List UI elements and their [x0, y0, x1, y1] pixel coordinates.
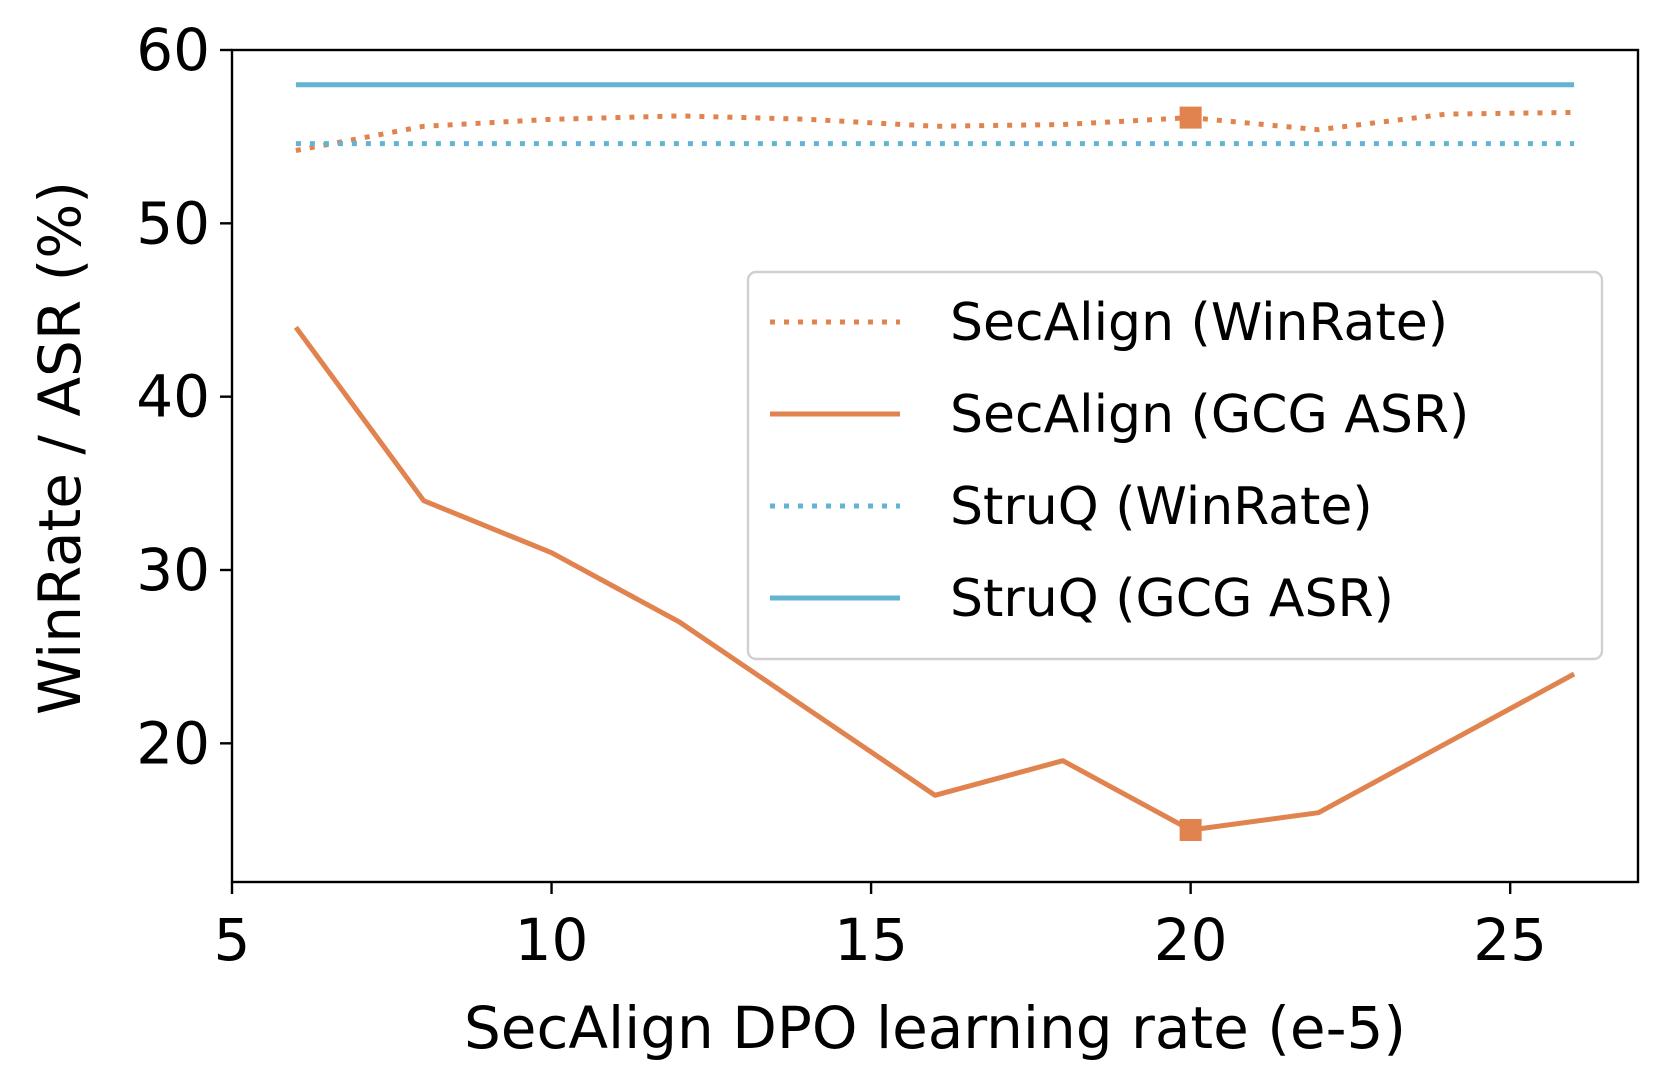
- x-axis: 5 10 15 20 25: [214, 882, 1547, 974]
- y-axis-label: WinRate / ASR (%): [26, 181, 94, 715]
- y-axis: 20 30 40 50 60: [136, 16, 232, 777]
- axes-frame: [230, 48, 1640, 884]
- plot-area: [230, 48, 1640, 884]
- x-tick-label: 20: [1154, 906, 1228, 974]
- series-line-secalign-winrate: [295, 109, 1575, 153]
- marker-layer: [1179, 106, 1202, 841]
- legend-item-secalign-winrate: SecAlign (WinRate): [770, 293, 1448, 353]
- y-tick-label: 60: [136, 16, 210, 84]
- x-tick-label: 5: [214, 906, 251, 974]
- legend-item-struq-gcg-asr: StruQ (GCG ASR): [770, 569, 1394, 629]
- marker-secalign-winrate: [1179, 106, 1202, 129]
- x-tick-label: 10: [515, 906, 589, 974]
- series-line-secalign-gcg-asr: [293, 325, 1576, 833]
- y-tick-label: 40: [136, 363, 210, 431]
- legend-items: SecAlign (WinRate) SecAlign (GCG ASR) Stru…: [770, 293, 1469, 629]
- y-tick-label: 50: [136, 189, 210, 257]
- legend-label: SecAlign (GCG ASR): [950, 385, 1469, 445]
- legend-item-struq-winrate: StruQ (WinRate): [770, 477, 1373, 537]
- x-tick-label: 25: [1473, 906, 1547, 974]
- marker-secalign-gcg-asr: [1179, 819, 1202, 841]
- x-tick-label: 15: [834, 906, 908, 974]
- series-layer: [293, 82, 1576, 833]
- legend: SecAlign (WinRate) SecAlign (GCG ASR) Stru…: [746, 270, 1604, 661]
- legend-label: StruQ (WinRate): [950, 477, 1373, 537]
- x-axis-label: SecAlign DPO learning rate (e-5): [464, 994, 1406, 1062]
- y-tick-label: 20: [136, 709, 210, 777]
- legend-label: SecAlign (WinRate): [950, 293, 1448, 353]
- legend-item-secalign-gcg-asr: SecAlign (GCG ASR): [770, 385, 1469, 445]
- legend-box: [746, 270, 1604, 661]
- y-tick-label: 30: [136, 536, 210, 604]
- legend-label: StruQ (GCG ASR): [950, 569, 1394, 629]
